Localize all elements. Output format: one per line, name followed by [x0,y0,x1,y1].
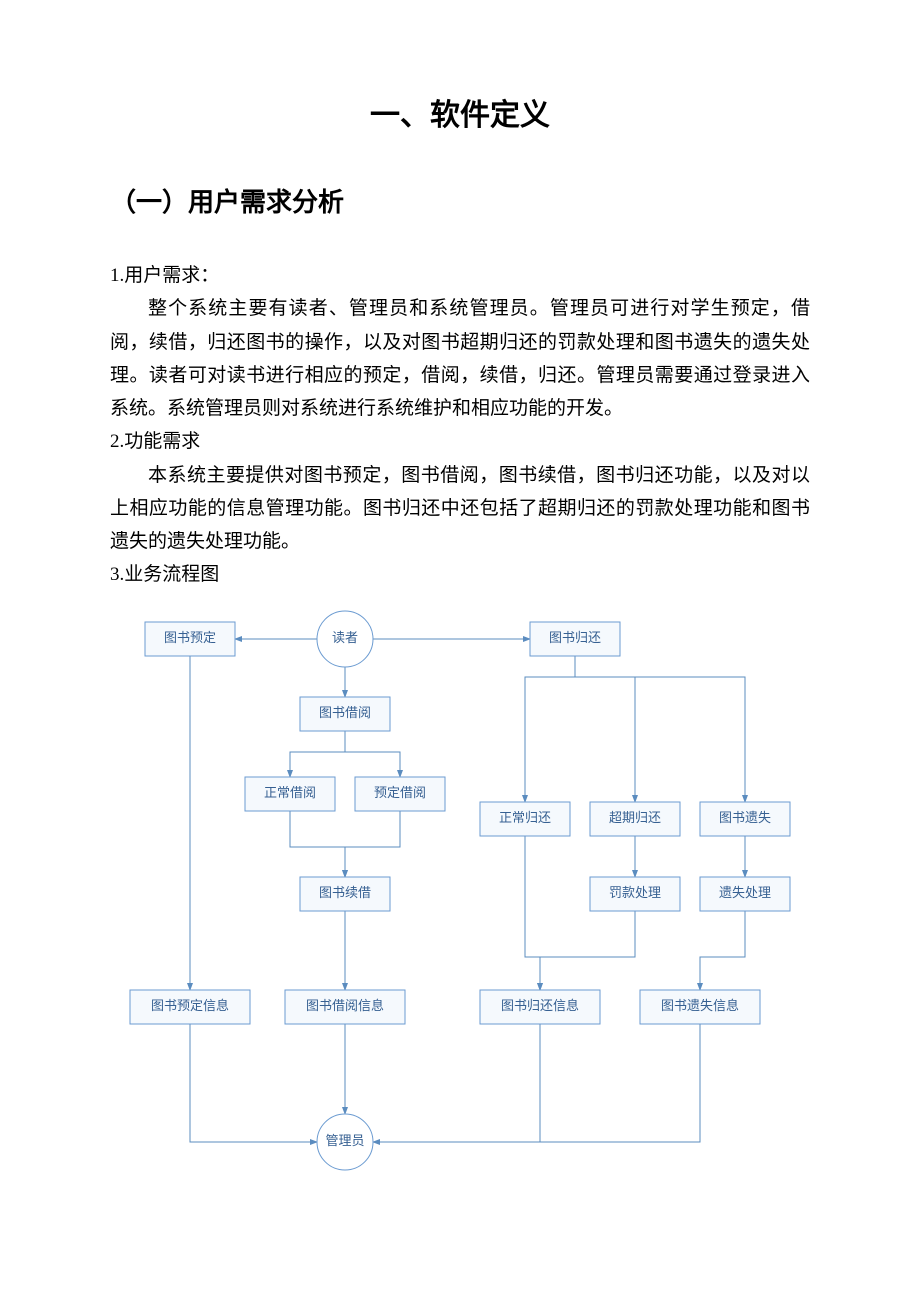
flowchart-edge [575,656,745,802]
item-3-label: 3.业务流程图 [110,558,810,591]
flowchart-edge [345,811,400,877]
flowchart-label-reserve_info: 图书预定信息 [130,990,250,1024]
flowchart-label-normal_return: 正常归还 [480,802,570,836]
flowchart-label-normal_borrow: 正常借阅 [245,777,335,811]
flowchart-edge [700,911,745,990]
flowchart-edge [540,911,635,990]
flowchart-label-admin: 管理员 [317,1114,373,1170]
item-1-label: 1.用户需求： [110,259,810,292]
business-flowchart: 图书预定 读者 图书归还图书借阅正常借阅预定借阅图书续借 正常归还超期归还图书遗失罚款… [110,602,810,1202]
flowchart-edge [190,1024,317,1142]
flowchart-label-fine: 罚款处理 [590,877,680,911]
flowchart-label-lost_handle: 遗失处理 [700,877,790,911]
flowchart-label-renew: 图书续借 [300,877,390,911]
flowchart-label-overdue_return: 超期归还 [590,802,680,836]
flowchart-label-reserve: 图书预定 [145,622,235,656]
flowchart-edge [290,811,345,877]
flowchart-edge [575,656,635,802]
flowchart-edge [525,836,540,990]
flowchart-edge [373,1024,700,1142]
item-2-label: 2.功能需求 [110,425,810,458]
flowchart-label-book_lost: 图书遗失 [700,802,790,836]
flowchart-label-borrow: 图书借阅 [300,697,390,731]
flowchart-edge [525,656,575,802]
document-page: 一、软件定义 （一）用户需求分析 1.用户需求： 整个系统主要有读者、管理员和系… [0,0,920,1302]
page-title: 一、软件定义 [110,90,810,134]
flowchart-edge [373,1024,540,1142]
flowchart-label-lost_info: 图书遗失信息 [640,990,760,1024]
flowchart-label-borrow_info: 图书借阅信息 [285,990,405,1024]
flowchart-label-reader: 读者 [317,611,373,667]
item-2-paragraph: 本系统主要提供对图书预定，图书借阅，图书续借，图书归还功能，以及对以上相应功能的… [110,459,810,559]
flowchart-label-reserve_borrow: 预定借阅 [355,777,445,811]
flowchart-label-return_info: 图书归还信息 [480,990,600,1024]
item-1-paragraph: 整个系统主要有读者、管理员和系统管理员。管理员可进行对学生预定，借阅，续借，归还… [110,292,810,425]
section-heading: （一）用户需求分析 [110,182,810,219]
flowchart-label-return: 图书归还 [530,622,620,656]
flowchart-edge [290,731,345,777]
flowchart-edge [345,731,400,777]
